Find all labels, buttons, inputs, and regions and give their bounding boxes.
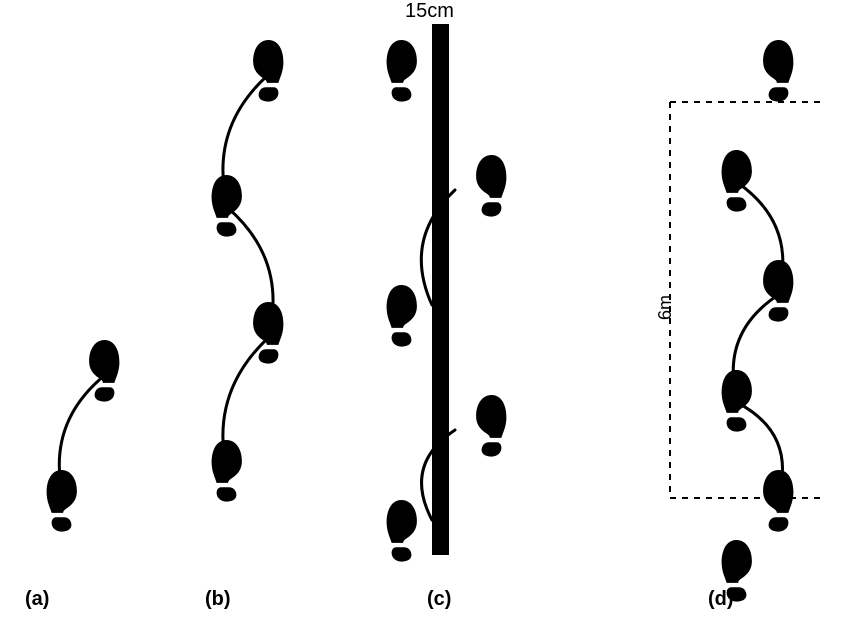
footprint-icon [763,40,793,102]
beam-width-label: 15cm [405,0,454,23]
footprint-icon [387,500,417,562]
footprint-icon [476,395,506,457]
footprint-icon [387,285,417,347]
footprint-icon [47,470,77,532]
panel-label-a: (a) [25,588,49,611]
footprint-icon [476,155,506,217]
balance-beam [432,24,449,555]
panel-label-c: (c) [427,588,451,611]
footprint-icon [763,470,793,532]
distance-label: 6m [655,295,676,320]
footprint-icon [253,40,283,102]
footprint-icon [722,150,752,212]
footprint-icon [89,340,119,402]
diagram-canvas [0,0,850,619]
panel-label-d: (d) [708,588,734,611]
panel-label-b: (b) [205,588,231,611]
footprint-icon [387,40,417,102]
